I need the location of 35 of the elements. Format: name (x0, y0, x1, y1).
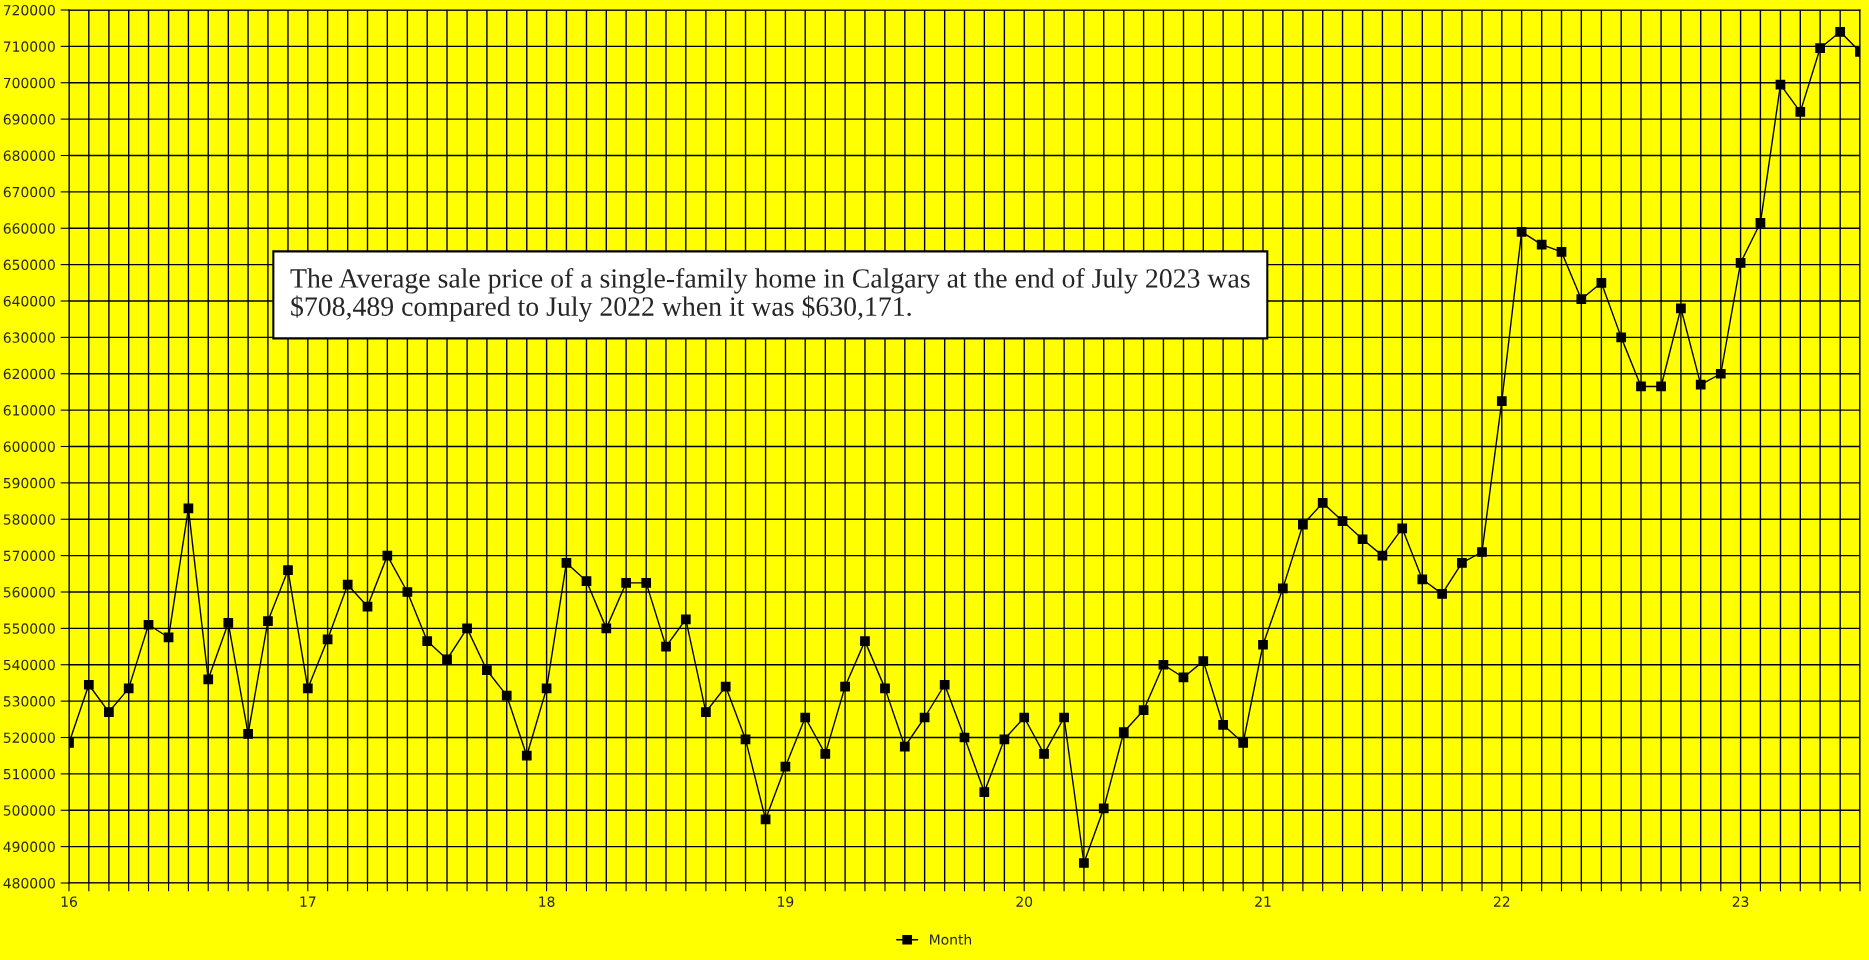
y-tick-label: 580000 (3, 514, 55, 525)
annotation: The Average sale price of a single-family home in Calgary at the end of July 2023 was $708,489 compared to July 2022 when it was $630,171. (290, 268, 1250, 322)
y-tick-label: 690000 (3, 114, 55, 125)
y-tick-label: 510000 (3, 768, 55, 780)
y-tick-label: 500000 (3, 805, 55, 816)
y-tick-label: 600000 (3, 441, 55, 452)
x-tick-label: 19 (778, 896, 794, 907)
y-tick-label: 630000 (3, 332, 55, 343)
y-tick-label: 570000 (3, 550, 55, 562)
x-tick-label: 20 (1016, 896, 1033, 907)
y-tick-label: 490000 (3, 841, 55, 853)
x-tick-label: 22 (1493, 896, 1510, 907)
y-tick-label: 520000 (3, 732, 55, 743)
y-tick-label: 550000 (3, 623, 55, 634)
y-tick-label: 560000 (3, 586, 55, 598)
x-tick-label: 23 (1732, 896, 1749, 907)
y-tick-label: 640000 (3, 295, 55, 307)
y-tick-label: 530000 (3, 696, 55, 707)
y-tick-label: 590000 (3, 477, 55, 489)
y-tick-label: 720000 (3, 4, 55, 16)
y-tick-label: 650000 (3, 259, 55, 271)
legend-label: Month (930, 934, 972, 945)
x-tick-label: 16 (61, 896, 77, 907)
y-tick-label: 610000 (3, 405, 55, 416)
x-tick-label: 17 (300, 896, 316, 907)
y-tick-label: 710000 (3, 41, 55, 52)
y-tick-label: 700000 (3, 77, 55, 89)
x-tick-label: 18 (539, 896, 555, 907)
y-tick-label: 480000 (3, 877, 55, 889)
y-tick-label: 660000 (3, 223, 55, 234)
y-tick-label: 670000 (3, 186, 55, 198)
x-tick-label: 21 (1255, 896, 1271, 907)
y-tick-label: 680000 (3, 150, 55, 161)
y-tick-label: 620000 (3, 368, 55, 380)
y-tick-label: 540000 (3, 659, 55, 671)
